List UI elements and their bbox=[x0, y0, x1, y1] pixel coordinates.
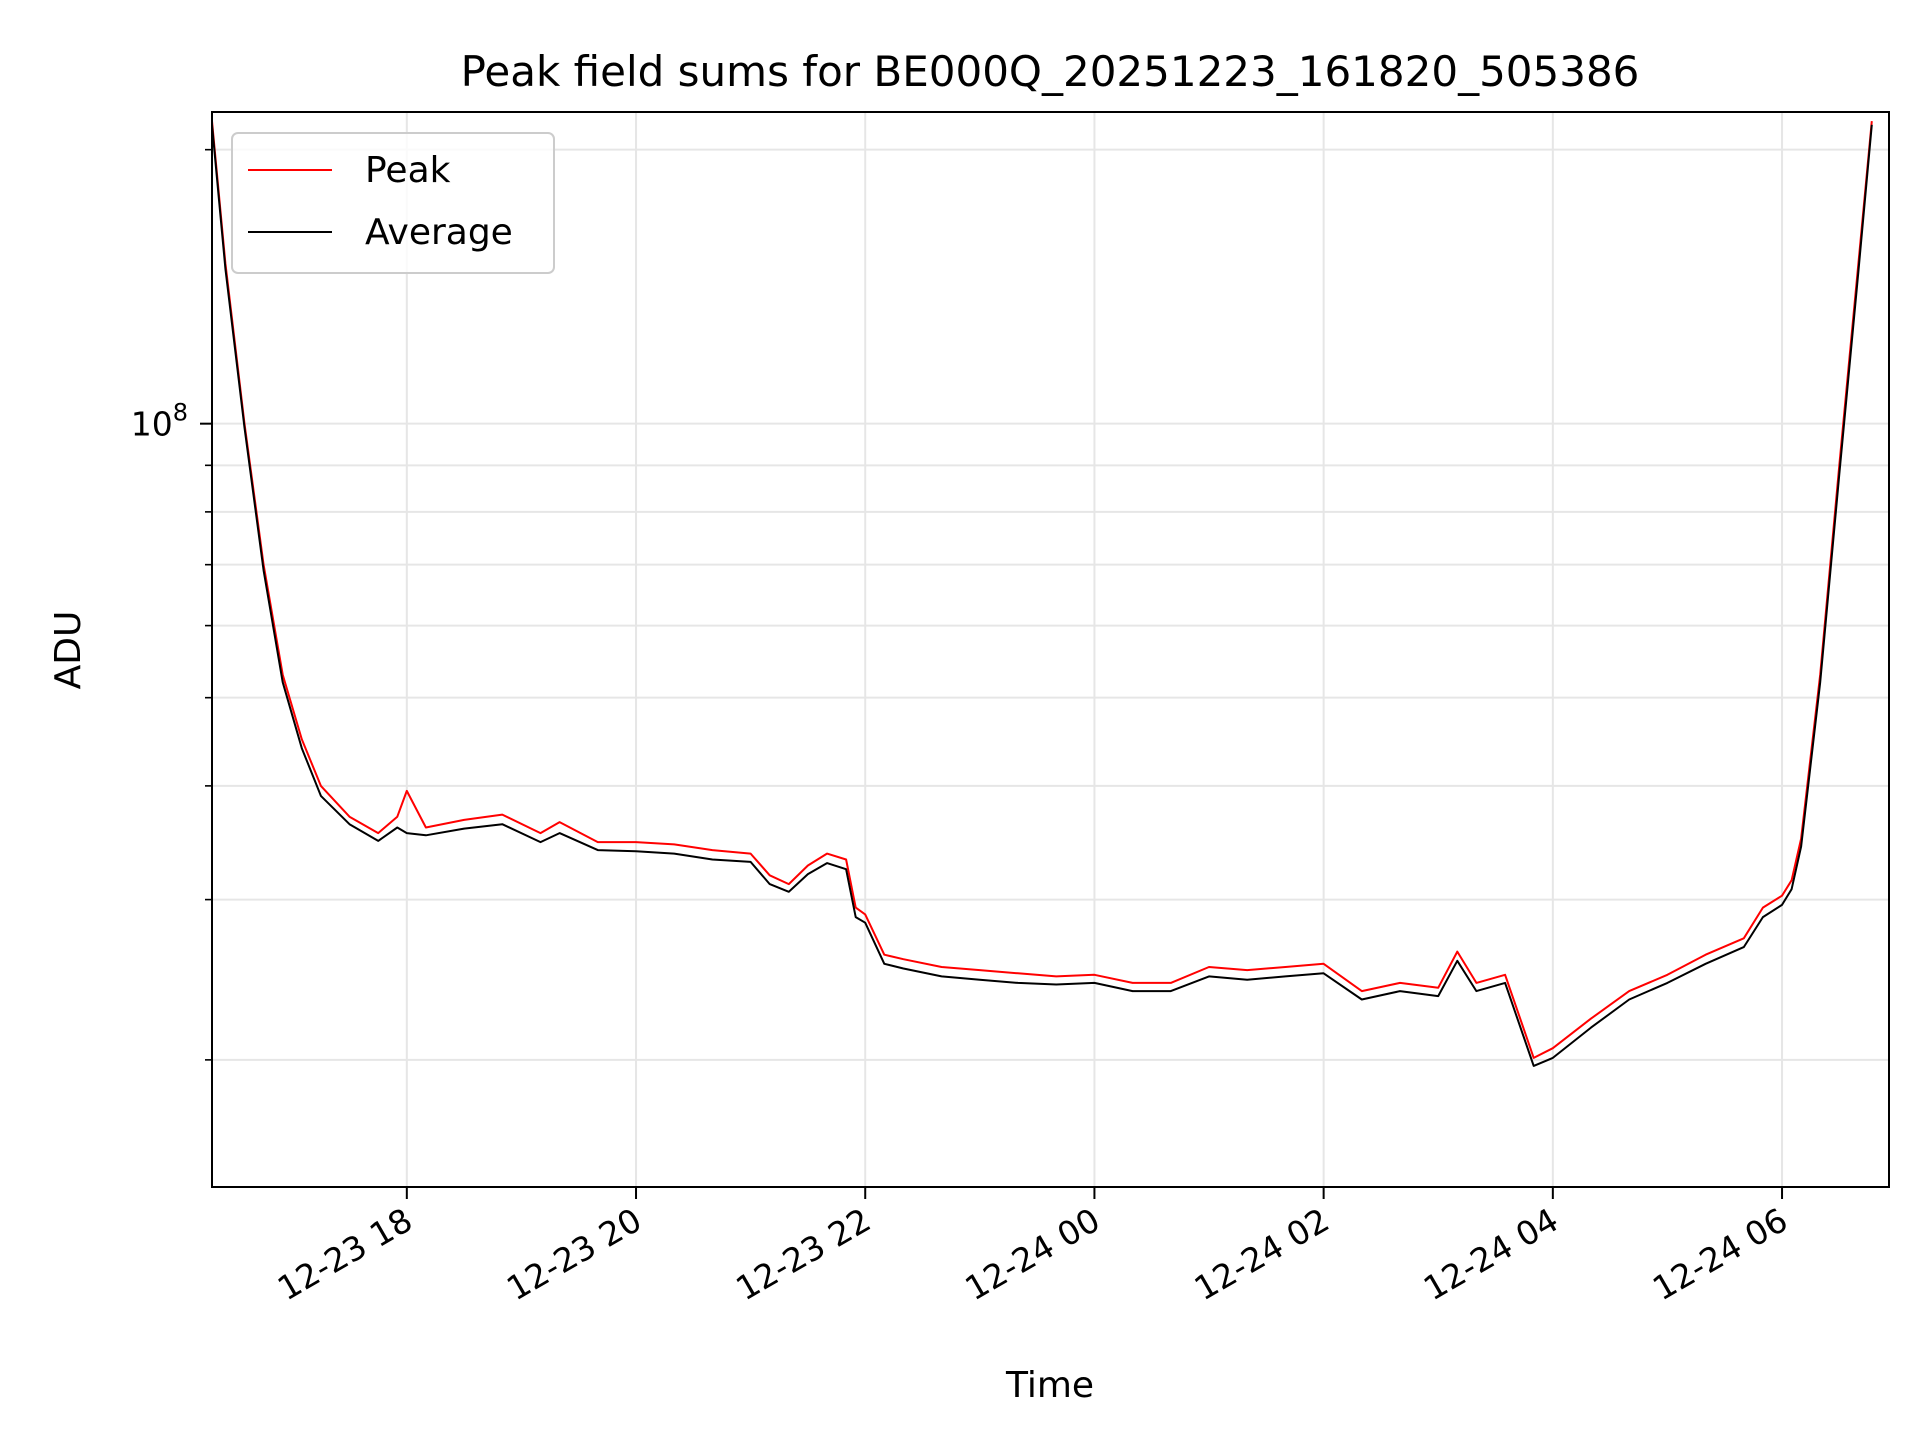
y-axis-label: ADU bbox=[48, 611, 89, 690]
x-axis-label: Time bbox=[1005, 1365, 1094, 1406]
legend: Peak Average bbox=[231, 132, 555, 274]
legend-label-peak: Peak bbox=[365, 150, 451, 191]
series-layer bbox=[211, 121, 1873, 1067]
y-tick-label: 108 bbox=[131, 399, 188, 444]
plot-frame bbox=[211, 111, 1890, 1188]
series-line-peak bbox=[211, 121, 1873, 1059]
grid bbox=[212, 112, 1889, 1187]
series-line-average bbox=[211, 124, 1873, 1067]
legend-box bbox=[231, 132, 555, 274]
legend-label-average: Average bbox=[365, 212, 513, 253]
y-axis: 108 bbox=[131, 148, 212, 1061]
chart-title: Peak field sums for BE000Q_20251223_1618… bbox=[461, 47, 1640, 96]
